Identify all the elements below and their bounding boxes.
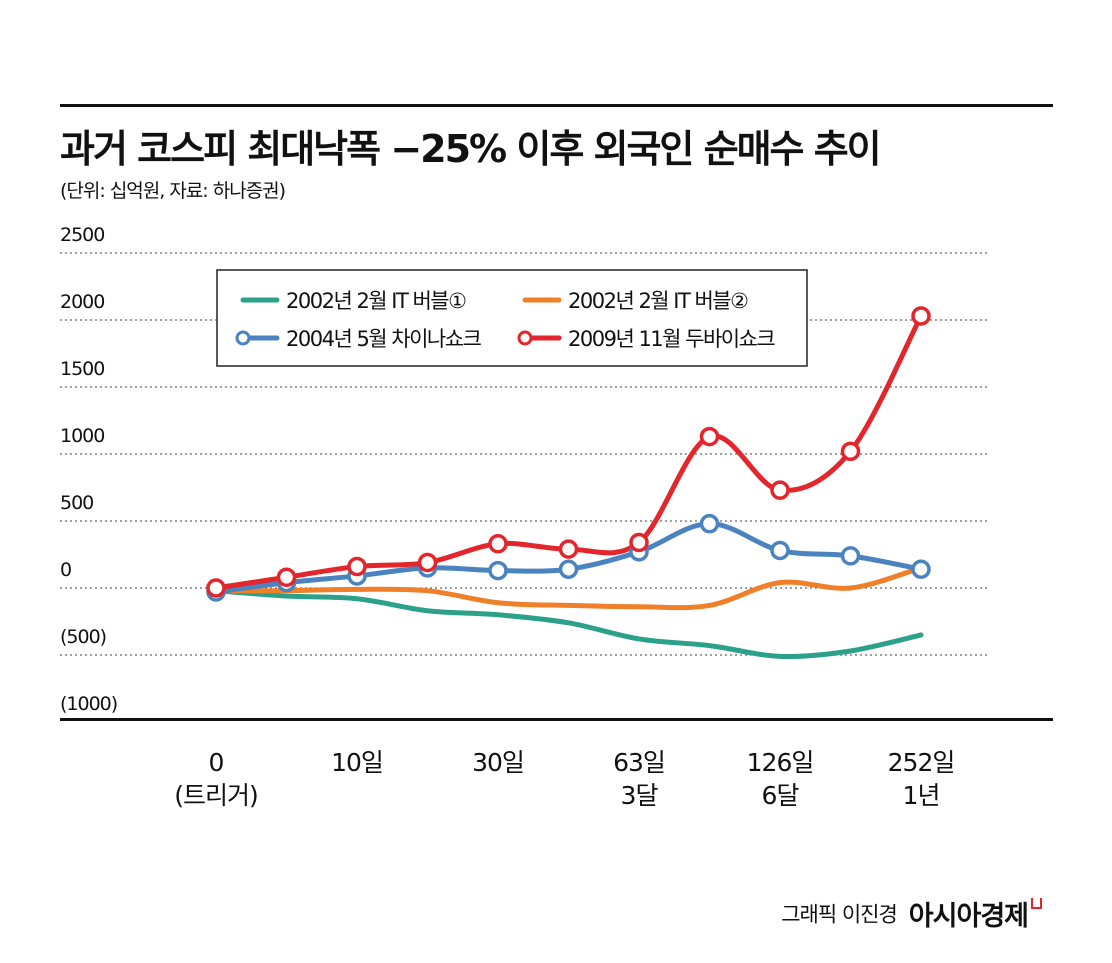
x-tick-label: 10일 xyxy=(331,748,383,777)
y-tick-label: 2000 xyxy=(60,291,104,313)
x-tick-label: 126일 xyxy=(747,748,814,777)
top-rule xyxy=(60,104,1053,107)
legend: 2002년 2월 IT 버블① 2002년 2월 IT 버블② 2004년 5월 차… xyxy=(216,269,808,367)
series-1-line xyxy=(213,565,924,611)
brand-logo: 아시아경제 xyxy=(908,901,1029,932)
series-3-point xyxy=(276,567,297,588)
series-2-point xyxy=(840,546,861,566)
series-2-point xyxy=(558,559,579,579)
brand-mark-icon xyxy=(1031,898,1042,909)
y-tick-label: 2500 xyxy=(60,224,104,246)
x-tick-label: 252일 xyxy=(888,748,955,777)
x-tick-sublabel: 1년 xyxy=(903,781,940,810)
y-tick-label: (1000) xyxy=(60,693,117,715)
legend-box xyxy=(216,269,808,367)
series-3-point xyxy=(558,539,579,559)
y-tick-label: 0 xyxy=(60,559,71,581)
series-3-point xyxy=(911,306,931,326)
x-tick-label: 0 xyxy=(209,748,224,777)
y-tick-label: 1500 xyxy=(60,358,104,380)
series-2-point xyxy=(911,559,931,579)
legend-label: 2002년 2월 IT 버블① xyxy=(286,289,466,313)
legend-label: 2004년 5월 차이나쇼크 xyxy=(286,327,482,351)
series-2-point xyxy=(770,540,790,561)
series-3-point xyxy=(840,441,861,462)
legend-label: 2009년 11월 두바이쇼크 xyxy=(568,327,775,351)
chart-title: 과거 코스피 최대낙폭 −25% 이후 외국인 순매수 추이 xyxy=(60,127,882,171)
axis-labels: 2500 2000 1500 1000 500 0 (500) (1000) 0 (트리거) 10일… xyxy=(60,224,955,810)
series-3-point xyxy=(629,532,649,553)
y-tick-label: 1000 xyxy=(60,425,104,447)
series-0-line xyxy=(213,588,924,660)
y-tick-label: 500 xyxy=(60,492,93,514)
series-3-point xyxy=(206,578,226,598)
credit: 그래픽 이진경 아시아경제 xyxy=(781,894,1042,933)
series-lines xyxy=(206,306,931,660)
series-2-point xyxy=(699,513,720,534)
x-tick-sublabel: (트리거) xyxy=(174,781,258,810)
legend-label: 2002년 2월 IT 버블② xyxy=(568,289,748,313)
x-tick-sublabel: 6달 xyxy=(762,781,800,810)
series-3-point xyxy=(699,426,720,447)
x-tick-sublabel: 3달 xyxy=(621,781,659,810)
series-3-point xyxy=(347,556,367,577)
series-3-point xyxy=(770,480,790,500)
legend-marker xyxy=(517,330,533,346)
series-3-point xyxy=(488,534,508,554)
y-tick-label: (500) xyxy=(60,626,106,648)
bottom-axis-line xyxy=(60,718,1053,721)
chart-subtitle: (단위: 십억원, 자료: 하나증권) xyxy=(60,180,286,202)
legend-marker xyxy=(235,330,251,346)
x-tick-label: 63일 xyxy=(613,748,665,777)
series-2-point xyxy=(488,560,508,581)
graphic-credit: 그래픽 이진경 xyxy=(781,902,898,927)
series-3-point xyxy=(417,552,438,573)
x-tick-label: 30일 xyxy=(472,748,524,777)
